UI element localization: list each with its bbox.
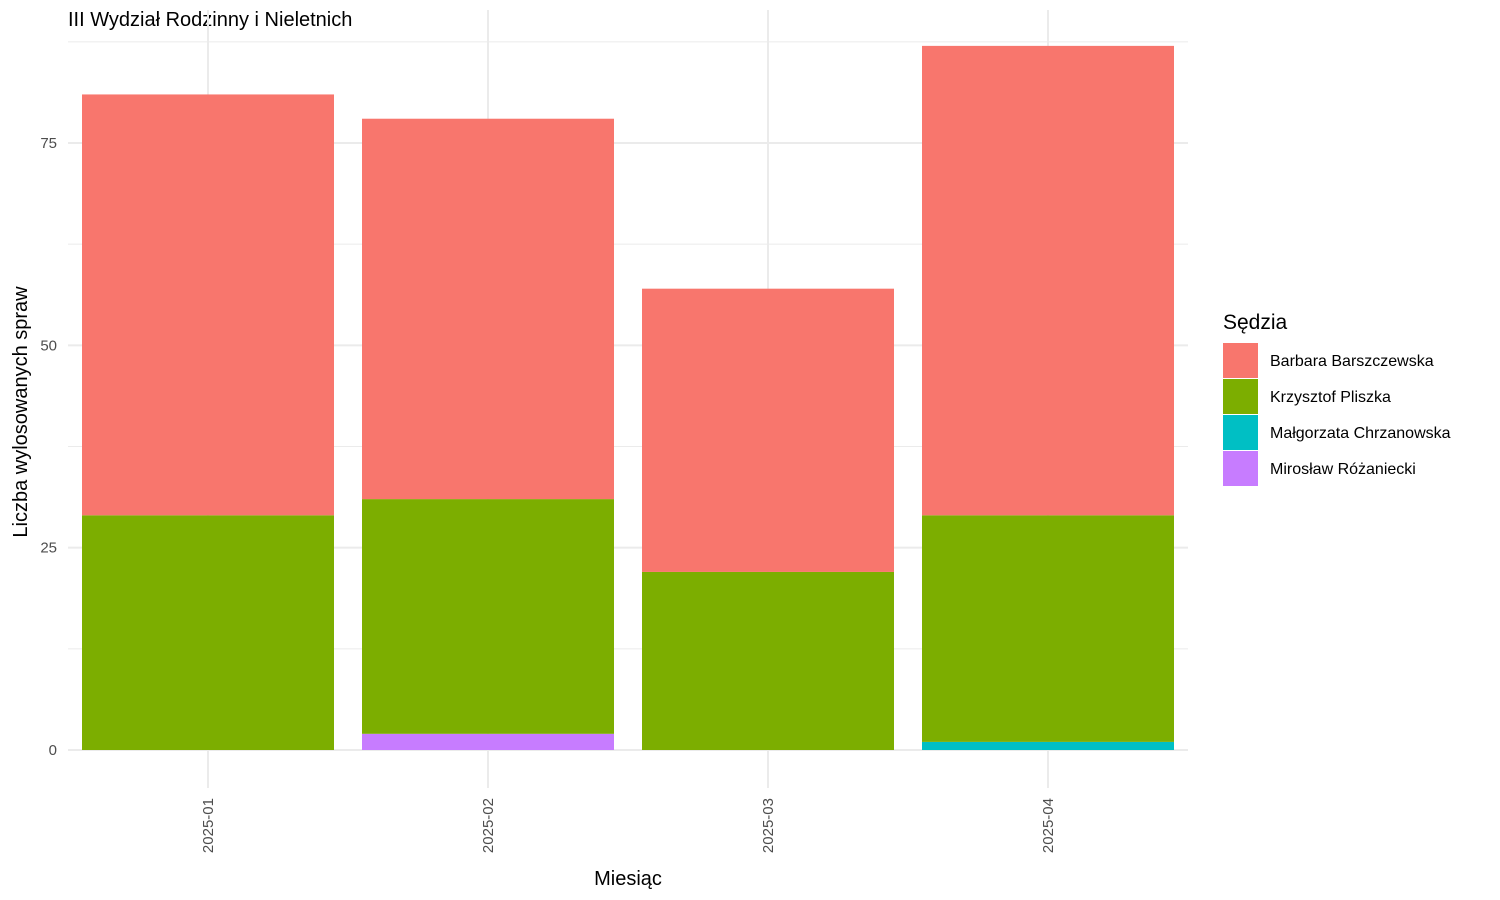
legend-label: Krzysztof Pliszka [1270,389,1391,406]
x-axis-title: Miesiąc [594,868,662,890]
x-tick-label: 2025-04 [1040,798,1057,853]
legend-label: Małgorzata Chrzanowska [1270,425,1451,442]
bars [82,45,1174,750]
legend-swatch [1223,379,1258,414]
y-tick-label: 75 [40,135,57,152]
bar-segment [362,733,614,750]
bar-segment [922,741,1174,750]
bar-segment [82,94,334,516]
legend-label: Barbara Barszczewska [1270,353,1434,370]
y-tick-label: 50 [40,337,57,354]
bar-segment [82,515,334,750]
bar-segment [362,499,614,734]
x-tick-label: 2025-03 [760,798,777,853]
bar-segment [362,118,614,500]
legend-swatch [1223,415,1258,450]
chart-title: III Wydział Rodzinny i Nieletnich [68,9,352,31]
legend: Sędzia Barbara Barszczewska Krzysztof Pli… [1223,311,1451,486]
bar-segment [642,288,894,572]
legend-swatch [1223,343,1258,378]
x-tick-label: 2025-02 [480,798,497,853]
legend-label: Mirosław Różaniecki [1270,461,1416,478]
y-axis-ticks: 0 25 50 75 [40,135,57,759]
y-tick-label: 0 [49,742,57,759]
legend-items: Barbara Barszczewska Krzysztof Pliszka Mał… [1223,343,1451,486]
x-axis-ticks: 2025-01 2025-02 2025-03 2025-04 [200,798,1057,853]
y-axis-title: Liczba wylosowanych spraw [10,286,32,538]
bar-segment [642,571,894,750]
legend-swatch [1223,451,1258,486]
x-tick-label: 2025-01 [200,798,217,853]
legend-title: Sędzia [1223,311,1288,334]
bar-segment [922,45,1174,516]
bar-segment [922,515,1174,742]
y-tick-label: 25 [40,540,57,557]
